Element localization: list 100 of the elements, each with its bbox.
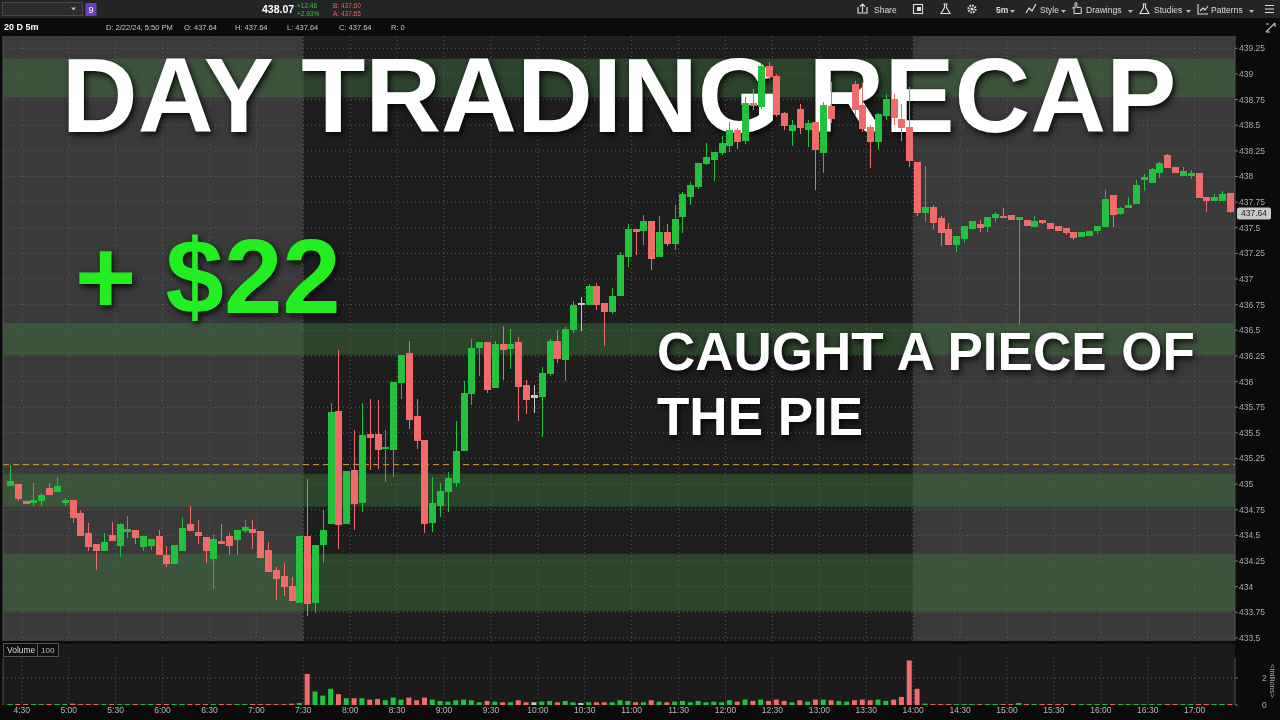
y-tick-label: 436.25	[1239, 350, 1266, 361]
candlestick	[492, 339, 499, 389]
chart-title: Volume	[7, 645, 36, 655]
bar	[1016, 702, 1022, 705]
x-tick-label: 9:00	[435, 705, 453, 715]
candlestick	[891, 93, 898, 126]
candlestick	[507, 328, 514, 370]
x-tick-label: 17:00	[1184, 705, 1206, 715]
bar	[578, 702, 584, 705]
x-tick-label: 15:30	[1043, 705, 1065, 715]
x-tick-label: 6:00	[154, 705, 172, 715]
y-tick-label: 438.75	[1239, 94, 1266, 105]
bar	[437, 700, 443, 705]
bar	[367, 699, 373, 705]
candlestick	[1110, 195, 1117, 228]
x-tick-label: 10:30	[574, 705, 596, 715]
candlestick	[304, 478, 311, 617]
candlestick	[132, 529, 139, 545]
bar	[484, 700, 490, 705]
bar	[891, 699, 897, 705]
candlestick	[1117, 206, 1124, 217]
y-tick-label: 2	[1262, 672, 1267, 683]
bar	[719, 702, 725, 705]
candlestick	[54, 476, 61, 492]
y-tick-label: 436.75	[1239, 299, 1266, 310]
candlestick	[62, 497, 69, 507]
candlestick	[312, 545, 319, 614]
x-tick-label: 8:30	[388, 705, 406, 715]
bar	[382, 700, 388, 705]
candlestick	[586, 283, 593, 306]
bar	[351, 698, 357, 705]
x-tick-label: 11:30	[668, 705, 690, 715]
y-tick-label: 437.75	[1239, 197, 1266, 208]
x-tick-label: 13:30	[855, 705, 878, 715]
bar	[500, 702, 506, 705]
y-tick-label: 439	[1239, 68, 1254, 79]
bar	[875, 699, 881, 705]
bar	[766, 700, 771, 705]
bar	[461, 699, 467, 705]
candlestick	[1031, 215, 1038, 228]
y-tick-label: 433.5	[1239, 632, 1261, 643]
y-tick-label: 437	[1239, 274, 1254, 284]
bar	[852, 700, 858, 705]
bar	[398, 699, 404, 705]
x-tick-label: 14:00	[902, 705, 925, 715]
x-tick-label: 7:30	[294, 705, 312, 715]
candlestick	[7, 464, 14, 487]
bar	[742, 699, 748, 705]
bar	[320, 695, 326, 705]
y-tick-label: 434.75	[1239, 504, 1266, 515]
candlestick	[359, 402, 366, 513]
bar	[609, 702, 615, 705]
candlestick	[1039, 219, 1046, 225]
candlestick	[922, 165, 929, 223]
candlestick	[109, 521, 116, 542]
bar	[414, 700, 420, 705]
candlestick	[1133, 178, 1140, 204]
bar	[883, 700, 889, 705]
text: Share	[874, 5, 897, 15]
candlestick	[914, 161, 921, 218]
candlestick	[1125, 196, 1132, 208]
bar	[820, 699, 826, 705]
y-tick-label: 435	[1239, 479, 1254, 490]
y-tick-label: 435.75	[1239, 402, 1266, 413]
y-tick-label: 437.25	[1239, 248, 1266, 259]
bar	[687, 702, 693, 705]
x-tick-label: 12:30	[761, 705, 784, 715]
x-tick-label: 15:00	[996, 705, 1018, 715]
candlestick	[101, 532, 108, 552]
bar	[680, 700, 685, 705]
bar	[648, 700, 654, 705]
text: Patterns	[1211, 5, 1243, 15]
y-tick-label: 434	[1239, 581, 1254, 592]
candlestick	[1016, 216, 1023, 326]
bar	[328, 688, 334, 705]
candlestick	[648, 219, 655, 271]
y-tick-label: 439.25	[1239, 43, 1266, 54]
bar	[343, 698, 349, 705]
candlestick	[210, 533, 217, 590]
bar	[664, 702, 670, 705]
bar	[296, 702, 302, 705]
bar	[914, 688, 920, 705]
bar	[421, 697, 427, 705]
y-tick-label: 437.5	[1239, 222, 1261, 233]
bar	[867, 700, 873, 705]
x-tick-label: 4:30	[13, 705, 31, 715]
bar	[593, 702, 599, 705]
y-tick-label: 438.5	[1239, 120, 1261, 131]
candlestick	[805, 119, 812, 148]
text: CAUGHT A PIECE OF THE PIE	[657, 322, 1195, 446]
bar	[570, 702, 576, 705]
candlestick	[476, 342, 483, 378]
y-tick-label: 435.25	[1239, 453, 1266, 464]
bar	[789, 702, 795, 705]
bar	[390, 697, 396, 705]
y-tick-label: 438.25	[1239, 145, 1266, 156]
x-tick-label: 16:30	[1137, 705, 1159, 715]
candlestick	[789, 119, 796, 147]
y-tick-label: 435.5	[1239, 427, 1261, 438]
bar	[617, 700, 623, 705]
